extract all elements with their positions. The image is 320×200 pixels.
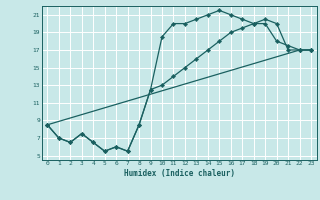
X-axis label: Humidex (Indice chaleur): Humidex (Indice chaleur): [124, 169, 235, 178]
